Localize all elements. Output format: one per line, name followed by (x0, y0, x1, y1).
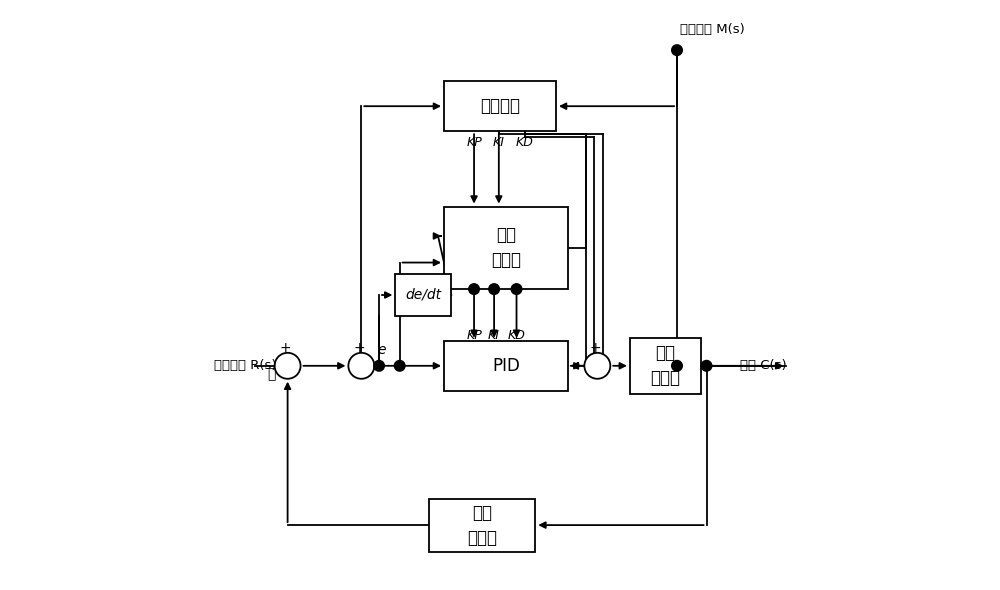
Text: 前馈校正: 前馈校正 (480, 97, 520, 115)
Text: KI: KI (493, 136, 505, 149)
Text: －: － (267, 368, 275, 382)
Circle shape (489, 284, 499, 294)
Bar (429, 499, 535, 552)
Text: e: e (378, 343, 386, 357)
Bar (395, 274, 451, 316)
Text: 设定输入 R(s): 设定输入 R(s) (214, 359, 276, 372)
Circle shape (348, 353, 374, 379)
Bar (444, 206, 568, 289)
Circle shape (672, 45, 682, 55)
Circle shape (394, 360, 405, 371)
Text: KI: KI (488, 329, 500, 342)
Circle shape (275, 353, 301, 379)
Bar (630, 337, 701, 394)
Text: 模糊
控制器: 模糊 控制器 (491, 227, 521, 269)
Text: PID: PID (492, 357, 520, 375)
Circle shape (511, 284, 522, 294)
Bar (444, 341, 568, 391)
Text: KD: KD (516, 136, 534, 149)
Text: +: + (589, 341, 601, 355)
Text: +: + (353, 341, 365, 355)
Circle shape (374, 360, 384, 371)
Text: 扰动信号 M(s): 扰动信号 M(s) (680, 23, 745, 36)
Text: 光栅
测微仪: 光栅 测微仪 (467, 504, 497, 546)
Circle shape (469, 284, 479, 294)
Circle shape (672, 360, 682, 371)
Text: 输出 C(s): 输出 C(s) (740, 359, 786, 372)
Text: KP: KP (466, 136, 482, 149)
Text: KD: KD (508, 329, 525, 342)
Text: 快速
反射镜: 快速 反射镜 (650, 345, 680, 387)
Text: de/dt: de/dt (405, 288, 441, 302)
Text: KP: KP (466, 329, 482, 342)
Bar (444, 81, 556, 132)
Circle shape (701, 360, 712, 371)
Circle shape (584, 353, 610, 379)
Text: +: + (279, 341, 291, 355)
